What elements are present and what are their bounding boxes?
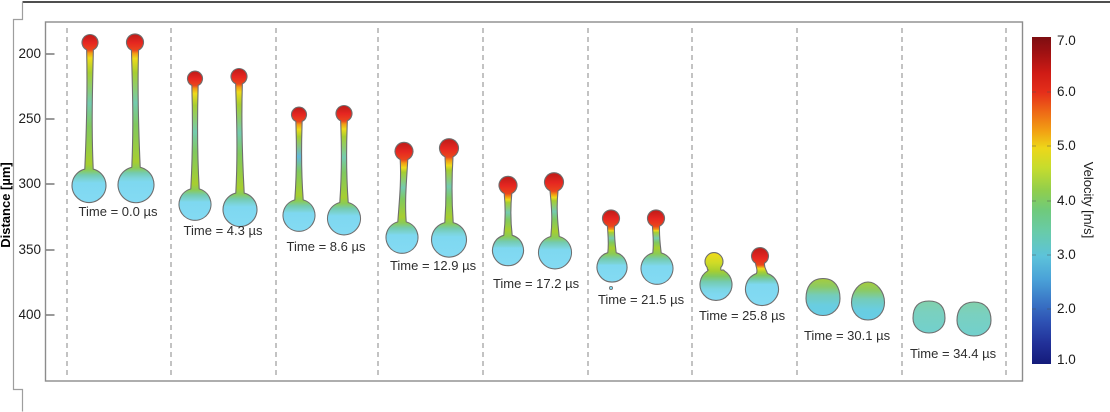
colorbar-tick-label: 3.0 [1057, 247, 1076, 262]
y-tick-label: 200 [18, 46, 41, 61]
colorbar-tick-label: 1.0 [1057, 352, 1076, 367]
droplet-jet [117, 33, 155, 204]
droplet-jet [640, 209, 674, 285]
colorbar-tick-label: 7.0 [1057, 33, 1076, 48]
time-label: Time = 21.5 µs [597, 292, 685, 307]
y-tick-label: 300 [18, 176, 41, 191]
droplet-teal [912, 300, 946, 334]
colorbar-tick-label: 6.0 [1057, 84, 1076, 99]
time-label: Time = 8.6 µs [286, 239, 366, 254]
y-tick-label: 400 [18, 307, 41, 322]
droplet-jet [327, 105, 361, 236]
time-label: Time = 12.9 µs [389, 258, 477, 273]
droplet-jet [596, 209, 628, 283]
droplet-jet [282, 106, 316, 232]
time-label: Time = 4.3 µs [183, 223, 263, 238]
droplet-teal [956, 301, 992, 337]
droplet-bump_red [744, 247, 780, 307]
droplet-bump_yellow [699, 252, 733, 301]
time-label: Time = 25.8 µs [698, 308, 786, 323]
droplet-jet [178, 70, 212, 221]
time-label: Time = 34.4 µs [909, 346, 997, 361]
droplet-green_top [850, 281, 886, 321]
droplet-jet [430, 138, 468, 258]
y-tick-label: 250 [18, 111, 41, 126]
droplet-green_top [805, 277, 841, 317]
colorbar-tick-label: 2.0 [1057, 301, 1076, 316]
droplet-jet [71, 34, 107, 203]
time-label: Time = 0.0 µs [78, 204, 158, 219]
time-label: Time = 17.2 µs [492, 276, 580, 291]
colorbar-tick-label: 4.0 [1057, 193, 1076, 208]
droplet-jet [538, 172, 572, 270]
satellite-droplet [609, 285, 614, 290]
colorbar-tick-label: 5.0 [1057, 138, 1076, 153]
droplet-jet [491, 175, 525, 267]
droplet-jet [222, 68, 258, 227]
y-tick-label: 350 [18, 242, 41, 257]
droplet-jet [385, 141, 419, 254]
time-label: Time = 30.1 µs [803, 328, 891, 343]
